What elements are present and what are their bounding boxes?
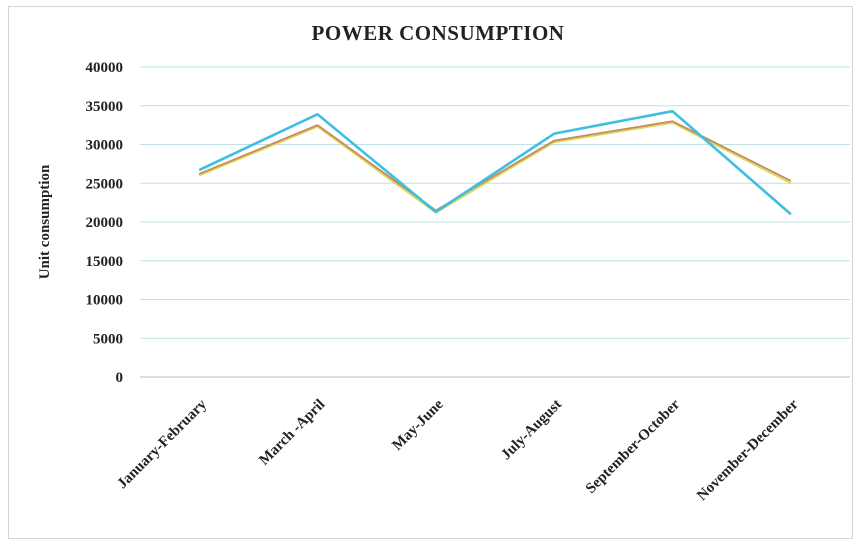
gridlines (140, 66, 850, 378)
chart-title: POWER CONSUMPTION (312, 21, 565, 45)
x-tick-label: May-June (389, 396, 447, 454)
y-axis-ticks: 0 5000 10000 15000 20000 25000 30000 35000 40000 (86, 60, 124, 386)
x-tick-label: March -April (256, 397, 328, 469)
y-tick-label: 30000 (86, 138, 124, 154)
series-line (198, 120, 792, 212)
x-tick-label: November-December (694, 396, 802, 504)
series-lines (198, 109, 792, 216)
x-tick-label: September-October (583, 396, 684, 497)
y-tick-label: 35000 (86, 99, 124, 115)
y-tick-label: 20000 (86, 215, 124, 231)
x-tick-label: January-February (114, 396, 210, 492)
chart-frame (8, 6, 853, 539)
y-tick-label: 5000 (93, 331, 123, 347)
y-axis-label: Unit consumption (37, 164, 53, 279)
y-tick-label: 25000 (86, 176, 124, 192)
y-tick-label: 10000 (86, 293, 124, 309)
y-tick-label: 15000 (86, 254, 124, 270)
x-tick-label: July-August (498, 397, 565, 464)
series-line (198, 121, 792, 214)
y-tick-label: 40000 (86, 60, 124, 76)
y-tick-label: 0 (116, 370, 124, 386)
x-axis-ticks: January-February March -April May-June July… (114, 396, 801, 504)
series-line (198, 109, 792, 216)
